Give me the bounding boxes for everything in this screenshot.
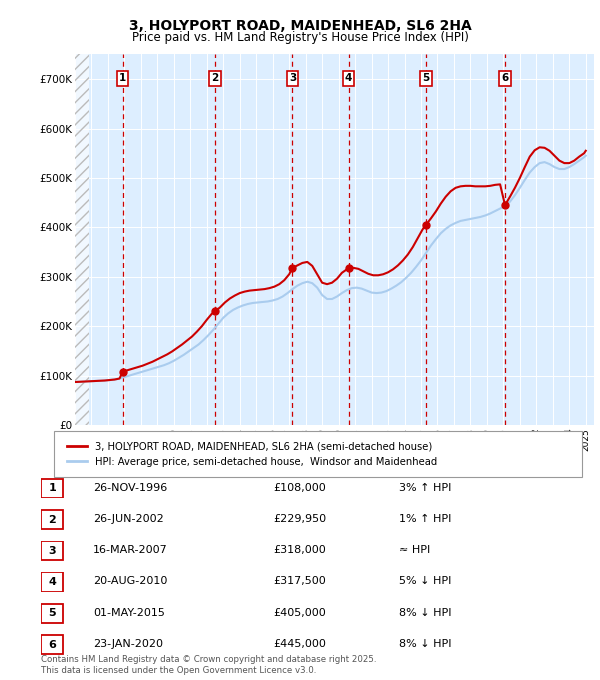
- Text: 6: 6: [48, 640, 56, 649]
- Text: 2: 2: [211, 73, 218, 84]
- Text: Contains HM Land Registry data © Crown copyright and database right 2025.
This d: Contains HM Land Registry data © Crown c…: [41, 655, 376, 675]
- Text: 5: 5: [422, 73, 430, 84]
- Text: 2: 2: [49, 515, 56, 524]
- FancyBboxPatch shape: [41, 479, 63, 498]
- Text: Price paid vs. HM Land Registry's House Price Index (HPI): Price paid vs. HM Land Registry's House …: [131, 31, 469, 44]
- FancyBboxPatch shape: [41, 573, 63, 592]
- Text: 16-MAR-2007: 16-MAR-2007: [93, 545, 168, 555]
- Text: 8% ↓ HPI: 8% ↓ HPI: [399, 608, 452, 617]
- Text: 26-NOV-1996: 26-NOV-1996: [93, 483, 167, 492]
- Legend: 3, HOLYPORT ROAD, MAIDENHEAD, SL6 2HA (semi-detached house), HPI: Average price,: 3, HOLYPORT ROAD, MAIDENHEAD, SL6 2HA (s…: [64, 439, 440, 470]
- Text: 8% ↓ HPI: 8% ↓ HPI: [399, 639, 452, 649]
- Text: £445,000: £445,000: [273, 639, 326, 649]
- Text: 20-AUG-2010: 20-AUG-2010: [93, 577, 167, 586]
- Text: 26-JUN-2002: 26-JUN-2002: [93, 514, 164, 524]
- FancyBboxPatch shape: [54, 431, 582, 477]
- Text: 4: 4: [345, 73, 352, 84]
- FancyBboxPatch shape: [41, 541, 63, 560]
- Text: 1% ↑ HPI: 1% ↑ HPI: [399, 514, 451, 524]
- Text: 5% ↓ HPI: 5% ↓ HPI: [399, 577, 451, 586]
- Bar: [75, 54, 89, 425]
- Text: £317,500: £317,500: [273, 577, 326, 586]
- Text: £318,000: £318,000: [273, 545, 326, 555]
- Text: 01-MAY-2015: 01-MAY-2015: [93, 608, 165, 617]
- Text: 3: 3: [49, 546, 56, 556]
- Text: 1: 1: [49, 483, 56, 493]
- Text: 3% ↑ HPI: 3% ↑ HPI: [399, 483, 451, 492]
- Text: 3: 3: [289, 73, 296, 84]
- Text: ≈ HPI: ≈ HPI: [399, 545, 430, 555]
- Text: £229,950: £229,950: [273, 514, 326, 524]
- FancyBboxPatch shape: [41, 510, 63, 529]
- Text: £108,000: £108,000: [273, 483, 326, 492]
- FancyBboxPatch shape: [41, 604, 63, 623]
- Text: 5: 5: [49, 609, 56, 618]
- Text: 4: 4: [48, 577, 56, 587]
- Text: £405,000: £405,000: [273, 608, 326, 617]
- Text: 1: 1: [119, 73, 127, 84]
- Bar: [75, 54, 89, 425]
- Text: 23-JAN-2020: 23-JAN-2020: [93, 639, 163, 649]
- Text: 3, HOLYPORT ROAD, MAIDENHEAD, SL6 2HA: 3, HOLYPORT ROAD, MAIDENHEAD, SL6 2HA: [128, 19, 472, 33]
- Text: 6: 6: [502, 73, 509, 84]
- FancyBboxPatch shape: [41, 635, 63, 654]
